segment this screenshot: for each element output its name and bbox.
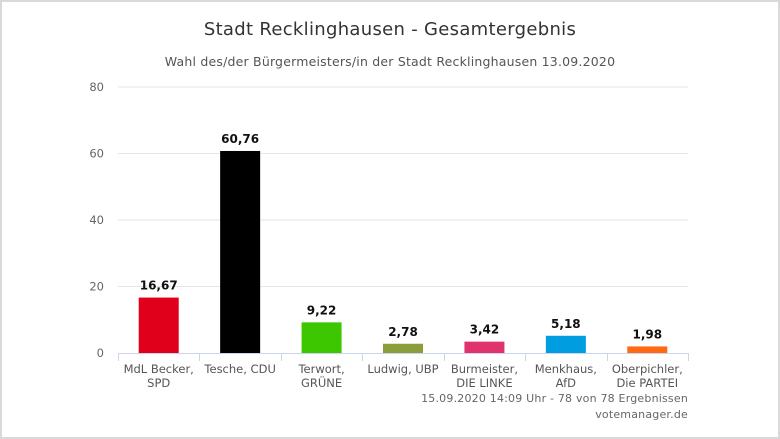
x-tick-label-line: Menkhaus, <box>535 362 597 376</box>
bar[interactable] <box>383 343 423 353</box>
x-tick-label-line: Terwort, <box>297 362 344 376</box>
gridlines <box>118 86 688 287</box>
x-tick-label: Oberpichler, Die PARTEI <box>612 362 683 390</box>
x-tick-label-line: Ludwig, UBP <box>367 362 438 376</box>
data-label: 1,98 <box>632 327 662 341</box>
bar[interactable] <box>545 335 586 353</box>
x-tick-label-line: Burmeister, <box>451 362 518 376</box>
chart-title: Stadt Recklinghausen - Gesamtergebnis <box>203 19 577 40</box>
result-status-text: 15.09.2020 14:09 Uhr - 78 von 78 Ergebni… <box>421 392 688 405</box>
data-label: 16,67 <box>140 279 178 293</box>
x-axis-labels: MdL Becker, SPD Tesche, CDU Terwort, GRÜNE Lu… <box>124 362 683 390</box>
x-tick-label: Ludwig, UBP <box>367 362 438 376</box>
x-tick-label: Tesche, CDU <box>203 362 275 376</box>
bar[interactable] <box>301 322 342 353</box>
y-tick-label: 40 <box>89 213 104 227</box>
x-tick-label-line: Tesche, CDU <box>203 362 275 376</box>
chart-subtitle: Wahl des/der Bürgermeisters/in der Stadt… <box>164 54 616 69</box>
x-tick-label-line: Oberpichler, <box>612 362 683 376</box>
y-tick-label: 0 <box>97 346 104 360</box>
value-labels: 16,67 60,76 9,22 2,78 3,42 5,18 1,98 <box>140 132 662 341</box>
x-tick-label-line: GRÜNE <box>301 374 342 390</box>
x-tick-label: Burmeister, DIE LINKE <box>451 362 518 390</box>
bar[interactable] <box>464 341 505 353</box>
x-tick-label-line: MdL Becker, <box>124 362 194 376</box>
bar[interactable] <box>138 297 179 353</box>
data-label: 3,42 <box>470 323 500 337</box>
source-credit: votemanager.de <box>595 408 688 421</box>
data-label: 5,18 <box>551 317 581 331</box>
x-axis <box>118 353 689 361</box>
y-tick-label: 60 <box>89 147 104 161</box>
x-tick-label-line: AfD <box>556 376 577 390</box>
y-axis-ticks: 0 20 40 60 80 <box>89 80 104 360</box>
bar[interactable] <box>627 346 668 353</box>
x-tick-label-line: Die PARTEI <box>616 376 678 390</box>
y-tick-label: 80 <box>89 80 104 94</box>
data-label: 9,22 <box>307 303 337 317</box>
x-tick-label-line: DIE LINKE <box>456 376 512 390</box>
y-tick-label: 20 <box>89 280 104 294</box>
x-tick-label-line: SPD <box>147 376 170 390</box>
bar[interactable] <box>220 150 261 353</box>
bars <box>138 150 668 353</box>
data-label: 60,76 <box>221 132 259 146</box>
x-tick-label: Menkhaus, AfD <box>535 362 597 390</box>
data-label: 2,78 <box>388 325 418 339</box>
x-tick-label: MdL Becker, SPD <box>124 362 194 390</box>
x-tick-label: Terwort, GRÜNE <box>297 362 344 390</box>
